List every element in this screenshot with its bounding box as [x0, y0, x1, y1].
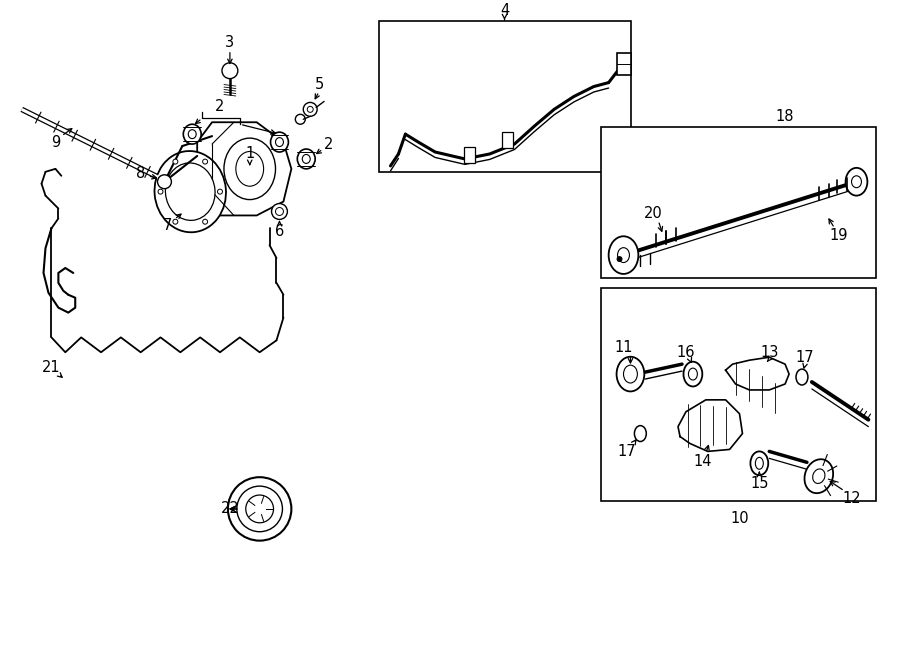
Circle shape	[202, 219, 208, 224]
Ellipse shape	[188, 130, 196, 139]
Circle shape	[158, 175, 171, 188]
Ellipse shape	[751, 451, 769, 475]
Text: 3: 3	[225, 36, 235, 50]
Polygon shape	[678, 400, 742, 451]
Circle shape	[222, 63, 238, 79]
Text: 16: 16	[677, 345, 695, 360]
Ellipse shape	[813, 469, 825, 483]
Text: 18: 18	[776, 109, 795, 124]
Text: 1: 1	[245, 147, 255, 161]
Circle shape	[237, 486, 283, 531]
Ellipse shape	[846, 168, 868, 196]
Text: 17: 17	[617, 444, 635, 459]
Text: 17: 17	[796, 350, 814, 365]
Text: 20: 20	[644, 206, 662, 221]
Bar	[502, 132, 513, 148]
Text: 6: 6	[274, 224, 284, 239]
Text: 14: 14	[694, 454, 712, 469]
Text: 4: 4	[500, 3, 509, 18]
Text: 5: 5	[314, 77, 324, 92]
Text: 11: 11	[615, 340, 633, 355]
Circle shape	[228, 477, 292, 541]
Circle shape	[617, 256, 622, 262]
Text: 10: 10	[730, 512, 749, 526]
Bar	[616, 53, 632, 75]
Circle shape	[158, 189, 163, 194]
Text: 9: 9	[50, 135, 60, 149]
Circle shape	[272, 204, 287, 219]
Ellipse shape	[275, 137, 284, 147]
Ellipse shape	[851, 176, 861, 188]
Text: 2: 2	[324, 137, 334, 151]
Ellipse shape	[616, 357, 644, 391]
Text: 22: 22	[220, 502, 239, 516]
Ellipse shape	[634, 426, 646, 442]
Ellipse shape	[297, 149, 315, 169]
Ellipse shape	[166, 163, 215, 220]
Polygon shape	[197, 122, 292, 215]
Text: 19: 19	[830, 228, 848, 243]
Text: 2: 2	[215, 99, 225, 114]
Ellipse shape	[755, 457, 763, 469]
Ellipse shape	[224, 138, 275, 200]
Polygon shape	[725, 357, 789, 390]
Text: 13: 13	[760, 345, 778, 360]
Circle shape	[275, 208, 284, 215]
Circle shape	[173, 219, 178, 224]
Ellipse shape	[608, 236, 638, 274]
Circle shape	[303, 102, 317, 116]
Ellipse shape	[155, 151, 226, 232]
Circle shape	[173, 159, 178, 164]
Ellipse shape	[236, 151, 264, 186]
Ellipse shape	[184, 124, 201, 144]
Bar	[600, 288, 877, 501]
Ellipse shape	[688, 368, 698, 380]
Bar	[600, 127, 877, 278]
Circle shape	[246, 495, 274, 523]
Bar	[464, 147, 475, 163]
Ellipse shape	[683, 362, 702, 387]
Text: 21: 21	[42, 360, 61, 375]
Circle shape	[218, 189, 222, 194]
Ellipse shape	[271, 132, 288, 152]
Bar	[379, 21, 632, 172]
Ellipse shape	[302, 155, 310, 163]
Ellipse shape	[624, 365, 637, 383]
Text: 12: 12	[842, 492, 860, 506]
Ellipse shape	[805, 459, 833, 493]
Ellipse shape	[617, 248, 629, 262]
Text: 7: 7	[163, 218, 172, 233]
Circle shape	[295, 114, 305, 124]
Circle shape	[202, 159, 208, 164]
Text: 15: 15	[750, 476, 769, 490]
Text: 8: 8	[136, 167, 145, 181]
Circle shape	[307, 106, 313, 112]
Ellipse shape	[796, 369, 808, 385]
